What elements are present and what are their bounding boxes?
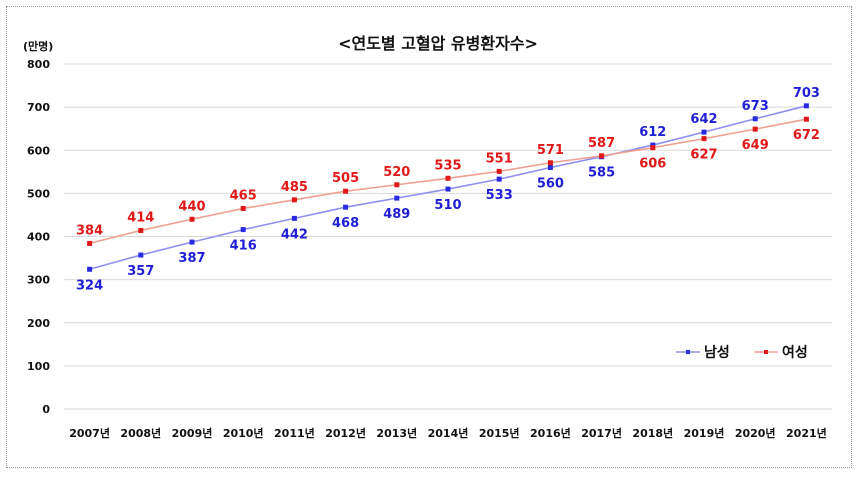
data-point xyxy=(343,204,349,210)
data-label: 533 xyxy=(486,188,513,203)
data-label: 485 xyxy=(281,180,308,195)
series-layer: 324 357 387 416 442 468 489 510 533 560 585 612 642 6… xyxy=(76,86,820,293)
data-point xyxy=(803,103,809,109)
data-point xyxy=(138,252,144,258)
y-axis-ticks: 0 100 200 300 400 500 600 700 800 xyxy=(27,58,50,416)
data-label: 465 xyxy=(230,188,257,203)
data-label: 551 xyxy=(486,151,513,166)
x-tick-label: 2010년 xyxy=(223,426,264,440)
x-tick-label: 2015년 xyxy=(479,426,520,440)
data-label: 510 xyxy=(434,198,461,213)
y-tick-label: 500 xyxy=(27,187,50,200)
x-tick-label: 2016년 xyxy=(530,426,571,440)
y-tick-label: 700 xyxy=(27,101,50,114)
legend-label-female: 여성 xyxy=(782,344,808,361)
data-point xyxy=(547,165,553,170)
data-label: 606 xyxy=(639,157,666,172)
data-point xyxy=(394,195,400,201)
y-tick-label: 0 xyxy=(42,403,50,416)
x-tick-label: 2008년 xyxy=(120,426,161,440)
data-point xyxy=(701,129,707,135)
data-point xyxy=(87,240,93,246)
data-label: 627 xyxy=(690,148,717,163)
data-point xyxy=(445,175,451,181)
data-point xyxy=(496,168,502,174)
legend-item-male: 남성 xyxy=(676,344,730,361)
data-point xyxy=(701,136,707,142)
data-label: 642 xyxy=(690,112,717,127)
y-tick-label: 300 xyxy=(27,274,50,287)
data-label: 384 xyxy=(76,223,103,238)
data-point xyxy=(291,197,297,203)
data-label: 612 xyxy=(639,125,666,140)
series-male: 324 357 387 416 442 468 489 510 533 560 585 612 642 6… xyxy=(76,86,820,293)
data-label: 489 xyxy=(383,207,410,222)
series-line xyxy=(89,118,807,245)
data-point xyxy=(240,205,246,211)
legend-label-male: 남성 xyxy=(704,344,730,361)
y-tick-label: 400 xyxy=(27,231,50,244)
data-label: 587 xyxy=(588,136,615,151)
data-label: 387 xyxy=(178,251,205,266)
data-point xyxy=(650,145,656,151)
data-label: 672 xyxy=(793,128,820,143)
data-point xyxy=(138,227,144,233)
data-label: 571 xyxy=(537,143,564,158)
x-tick-label: 2017년 xyxy=(581,426,622,440)
legend-item-female: 여성 xyxy=(754,344,808,361)
data-point xyxy=(343,188,349,194)
data-point xyxy=(189,216,195,222)
x-tick-label: 2013년 xyxy=(376,426,417,440)
data-point xyxy=(394,182,400,188)
data-point xyxy=(752,126,758,132)
data-label: 324 xyxy=(76,278,103,293)
data-label: 416 xyxy=(230,239,257,254)
data-label: 505 xyxy=(332,171,359,186)
x-tick-label: 2007년 xyxy=(69,426,110,440)
data-point xyxy=(87,266,93,272)
data-point xyxy=(650,142,656,148)
x-tick-label: 2011년 xyxy=(274,426,315,440)
data-label: 414 xyxy=(127,210,154,225)
x-tick-label: 2020년 xyxy=(735,426,776,440)
x-tick-label: 2018년 xyxy=(632,426,673,440)
x-tick-label: 2012년 xyxy=(325,426,366,440)
data-label: 535 xyxy=(434,158,461,173)
data-label: 357 xyxy=(127,264,154,279)
data-label: 585 xyxy=(588,166,615,181)
x-tick-label: 2021년 xyxy=(786,426,827,440)
x-tick-label: 2014년 xyxy=(428,426,469,440)
gridlines xyxy=(64,63,832,410)
data-label: 468 xyxy=(332,216,359,231)
y-tick-label: 800 xyxy=(27,58,50,71)
data-label: 649 xyxy=(742,138,769,153)
data-point xyxy=(189,239,195,245)
data-point xyxy=(496,176,502,182)
data-label: 673 xyxy=(742,99,769,114)
data-point xyxy=(445,186,451,192)
data-point xyxy=(752,116,758,122)
x-tick-label: 2009년 xyxy=(172,426,213,440)
data-point xyxy=(599,153,605,159)
y-tick-label: 600 xyxy=(27,144,50,157)
x-axis-ticks: 2007년 2008년 2009년 2010년 2011년 2012년 2013년 2014년… xyxy=(69,426,827,440)
x-tick-label: 2019년 xyxy=(684,426,725,440)
data-point xyxy=(547,160,553,166)
chart-title: <연도별 고혈압 유병환자수> xyxy=(338,34,538,53)
data-label: 520 xyxy=(383,165,410,180)
data-point xyxy=(291,215,297,221)
data-point xyxy=(803,116,809,122)
data-label: 442 xyxy=(281,227,308,242)
series-female: 384 414 440 465 485 505 520 535 551 571 587 606 627 6… xyxy=(76,116,820,246)
legend: 남성 여성 xyxy=(676,344,808,361)
data-label: 560 xyxy=(537,177,564,192)
y-unit-label: (만명) xyxy=(23,39,53,53)
y-tick-label: 200 xyxy=(27,317,50,330)
data-label: 440 xyxy=(178,199,205,214)
y-tick-label: 100 xyxy=(27,360,50,373)
data-point xyxy=(240,227,246,233)
data-label: 703 xyxy=(793,86,820,101)
